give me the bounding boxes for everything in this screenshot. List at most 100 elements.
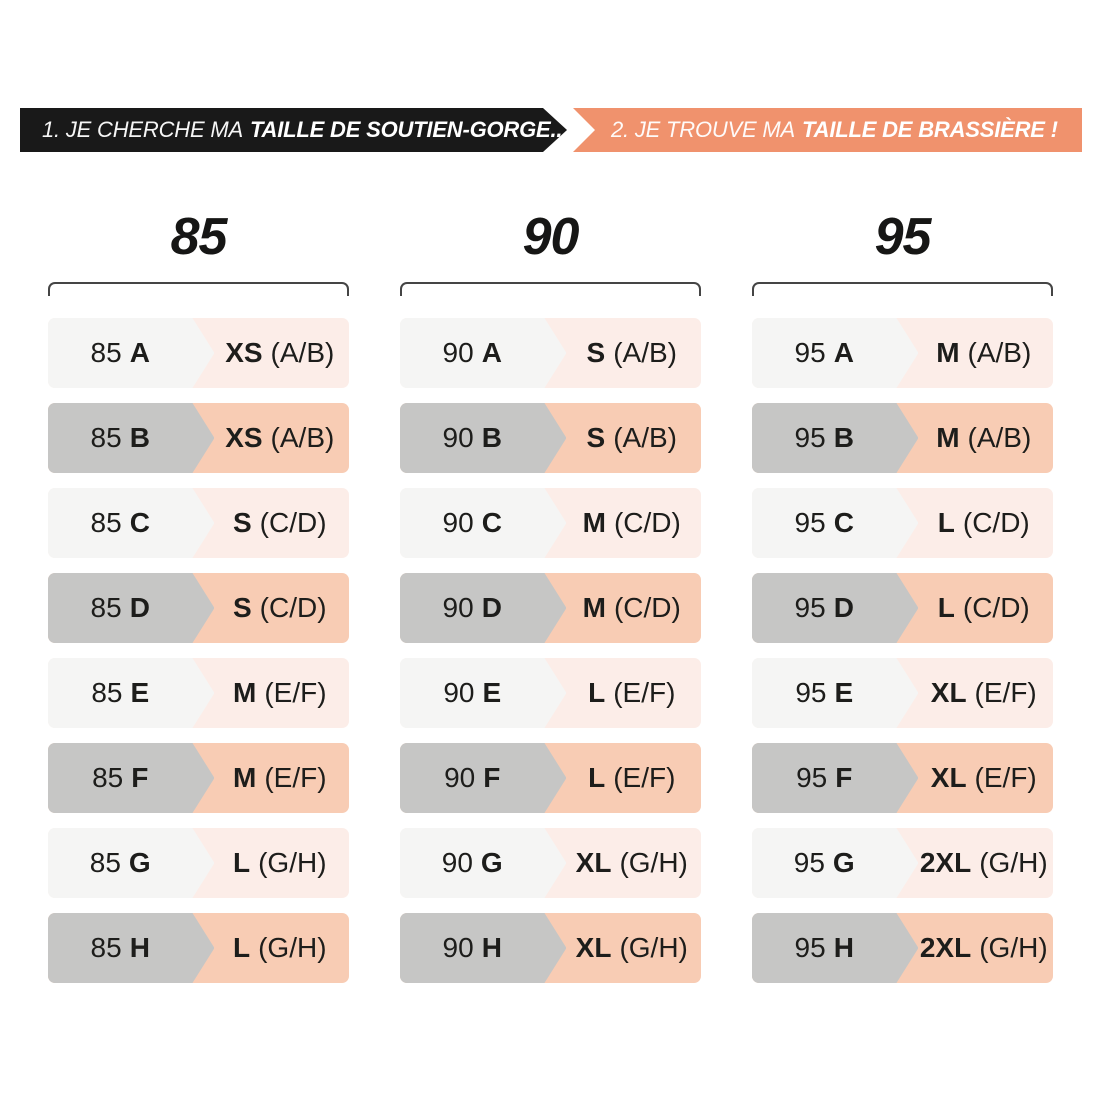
bralette-size-cell: XL (E/F) <box>930 762 1037 793</box>
row-95-H: 95 H 2XL (G/H) <box>752 913 1053 983</box>
chevron-arrow <box>48 658 214 728</box>
bralette-size-cell: M (C/D) <box>582 507 681 538</box>
chevron-arrow <box>400 573 566 643</box>
bralette-size-cell: M (E/F) <box>232 677 327 708</box>
bralette-size-cell: M (A/B) <box>936 337 1032 368</box>
bra-size-cell: 85 C <box>90 507 150 538</box>
chevron-arrow <box>48 573 214 643</box>
row-85-G: 85 G L (G/H) <box>48 828 349 898</box>
chevron-arrow <box>400 488 566 558</box>
row-95-E: 95 E XL (E/F) <box>752 658 1053 728</box>
bra-size-cell: 95 G <box>793 847 855 878</box>
chevron-arrow <box>48 488 214 558</box>
bralette-size-cell: L (E/F) <box>588 762 676 793</box>
bralette-size-cell: 2XL (G/H) <box>919 932 1048 963</box>
chevron-arrow <box>48 913 214 983</box>
chevron-arrow <box>400 743 566 813</box>
row-85-E: 85 E M (E/F) <box>48 658 349 728</box>
column-85: 85 85 A XS (A/B) 85 B XS (A/B) <box>48 208 349 983</box>
column-rows-95: 95 A M (A/B) 95 B M (A/B) 95 C <box>752 318 1053 983</box>
bralette-size-cell: L (C/D) <box>937 592 1030 623</box>
row-90-G: 90 G XL (G/H) <box>400 828 701 898</box>
row-85-F: 85 F M (E/F) <box>48 743 349 813</box>
chevron-arrow <box>752 488 918 558</box>
bra-size-cell: 95 E <box>795 677 854 708</box>
bra-size-cell: 95 D <box>794 592 854 623</box>
column-rows-90: 90 A S (A/B) 90 B S (A/B) 90 C <box>400 318 701 983</box>
row-95-A: 95 A M (A/B) <box>752 318 1053 388</box>
bra-size-cell: 85 A <box>90 337 150 368</box>
column-90: 90 90 A S (A/B) 90 B S (A/B) <box>400 208 701 983</box>
chevron-arrow <box>752 743 918 813</box>
row-90-A: 90 A S (A/B) <box>400 318 701 388</box>
chevron-arrow <box>400 658 566 728</box>
bra-size-cell: 85 G <box>89 847 151 878</box>
bralette-size-cell: XS (A/B) <box>225 422 335 453</box>
bra-size-cell: 85 D <box>90 592 150 623</box>
bralette-size-cell: S (A/B) <box>586 337 677 368</box>
row-90-C: 90 C M (C/D) <box>400 488 701 558</box>
bralette-size-cell: S (C/D) <box>232 592 327 623</box>
row-95-D: 95 D L (C/D) <box>752 573 1053 643</box>
bra-size-cell: 90 E <box>443 677 502 708</box>
step1-bold-label: TAILLE DE SOUTIEN-GORGE... <box>249 117 569 142</box>
chevron-arrow <box>400 318 566 388</box>
bralette-size-cell: S (C/D) <box>232 507 327 538</box>
bralette-size-cell: XL (G/H) <box>575 932 688 963</box>
bra-size-cell: 90 B <box>442 422 502 453</box>
column-bracket-85 <box>48 282 349 296</box>
row-85-B: 85 B XS (A/B) <box>48 403 349 473</box>
chevron-arrow <box>752 403 918 473</box>
row-90-F: 90 F L (E/F) <box>400 743 701 813</box>
row-95-C: 95 C L (C/D) <box>752 488 1053 558</box>
row-85-A: 85 A XS (A/B) <box>48 318 349 388</box>
step1-ribbon: 1. JE CHERCHE MA TAILLE DE SOUTIEN-GORGE… <box>20 108 567 152</box>
row-90-H: 90 H XL (G/H) <box>400 913 701 983</box>
column-bracket-95 <box>752 282 1053 296</box>
bralette-size-cell: XL (G/H) <box>575 847 688 878</box>
bralette-size-cell: M (E/F) <box>232 762 327 793</box>
steps-banner: 1. JE CHERCHE MA TAILLE DE SOUTIEN-GORGE… <box>20 108 1082 152</box>
row-95-G: 95 G 2XL (G/H) <box>752 828 1053 898</box>
bralette-size-cell: L (C/D) <box>937 507 1030 538</box>
bralette-size-cell: L (E/F) <box>588 677 676 708</box>
bra-size-cell: 90 G <box>441 847 503 878</box>
bra-size-cell: 90 H <box>442 932 502 963</box>
row-85-C: 85 C S (C/D) <box>48 488 349 558</box>
row-95-F: 95 F XL (E/F) <box>752 743 1053 813</box>
bralette-size-cell: XL (E/F) <box>930 677 1037 708</box>
bra-size-cell: 95 B <box>794 422 854 453</box>
row-85-H: 85 H L (G/H) <box>48 913 349 983</box>
bra-size-cell: 85 H <box>90 932 150 963</box>
chevron-arrow <box>752 828 918 898</box>
row-90-D: 90 D M (C/D) <box>400 573 701 643</box>
bra-size-cell: 95 H <box>794 932 854 963</box>
column-bracket-90 <box>400 282 701 296</box>
bra-size-cell: 85 E <box>91 677 150 708</box>
chevron-arrow <box>752 913 918 983</box>
bra-size-cell: 85 B <box>90 422 150 453</box>
chevron-arrow <box>752 318 918 388</box>
chevron-arrow <box>48 318 214 388</box>
step2-bold-label: TAILLE DE BRASSIÈRE ! <box>802 117 1058 142</box>
column-95: 95 95 A M (A/B) 95 B M (A/B) <box>752 208 1053 983</box>
row-95-B: 95 B M (A/B) <box>752 403 1053 473</box>
chevron-arrow <box>48 403 214 473</box>
bra-size-cell: 90 A <box>442 337 502 368</box>
bra-size-cell: 90 D <box>442 592 502 623</box>
bra-size-cell: 95 F <box>796 762 853 793</box>
step2-prefix: 2. JE TROUVE MA <box>611 117 796 142</box>
step2-ribbon: 2. JE TROUVE MA TAILLE DE BRASSIÈRE ! <box>573 108 1082 152</box>
bralette-size-cell: L (G/H) <box>232 932 327 963</box>
step1-prefix: 1. JE CHERCHE MA <box>42 117 243 142</box>
chevron-arrow <box>752 658 918 728</box>
bra-size-cell: 95 A <box>794 337 854 368</box>
column-header-85: 85 <box>170 208 228 266</box>
bralette-size-cell: M (C/D) <box>582 592 681 623</box>
column-header-90: 90 <box>522 208 580 266</box>
bralette-size-cell: L (G/H) <box>232 847 327 878</box>
chevron-arrow <box>48 828 214 898</box>
bra-size-cell: 90 C <box>442 507 502 538</box>
bra-size-cell: 95 C <box>794 507 854 538</box>
